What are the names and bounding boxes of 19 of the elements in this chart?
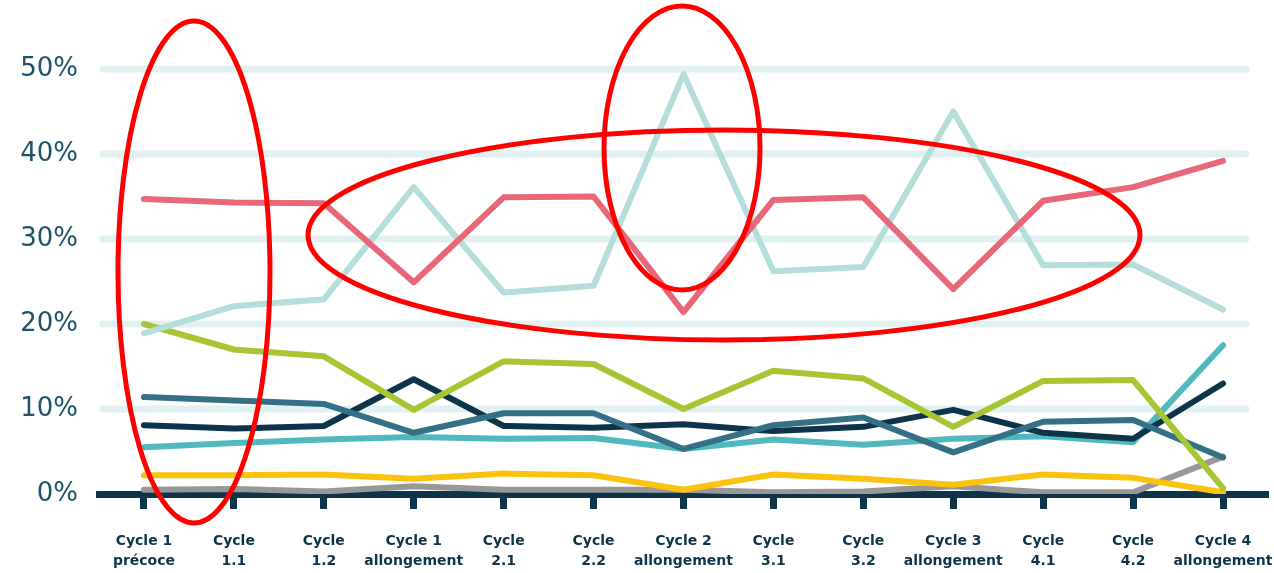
x-tick-label: Cycle 4.2 [1112,531,1155,569]
x-tick-label: Cycle 4.1 [1022,531,1065,569]
y-tick-label: 10% [20,391,78,422]
x-tick-label: Cycle 4 allongement [1173,531,1273,569]
x-tick-label: Cycle 3.1 [752,531,795,569]
x-tick-label: Cycle 1.2 [302,531,345,569]
x-tick-label: Cycle 3 allongement [903,531,1004,569]
x-tick-label: Cycle 2.1 [482,531,525,569]
y-tick-label: 20% [20,306,78,337]
x-tick-label: Cycle 1 précoce [112,531,176,569]
y-tick-label: 0% [36,476,78,507]
x-tick-label: Cycle 2.2 [572,531,615,569]
x-tick-label: Cycle 1 allongement [364,531,464,569]
x-tick-label: Cycle 3.2 [842,531,885,569]
y-tick-label: 30% [20,221,78,252]
y-tick-label: 40% [20,136,78,167]
y-tick-label: 50% [20,51,78,82]
x-tick-label: Cycle 2 allongement [634,531,734,569]
x-tick-label: Cycle 1.1 [212,531,255,569]
